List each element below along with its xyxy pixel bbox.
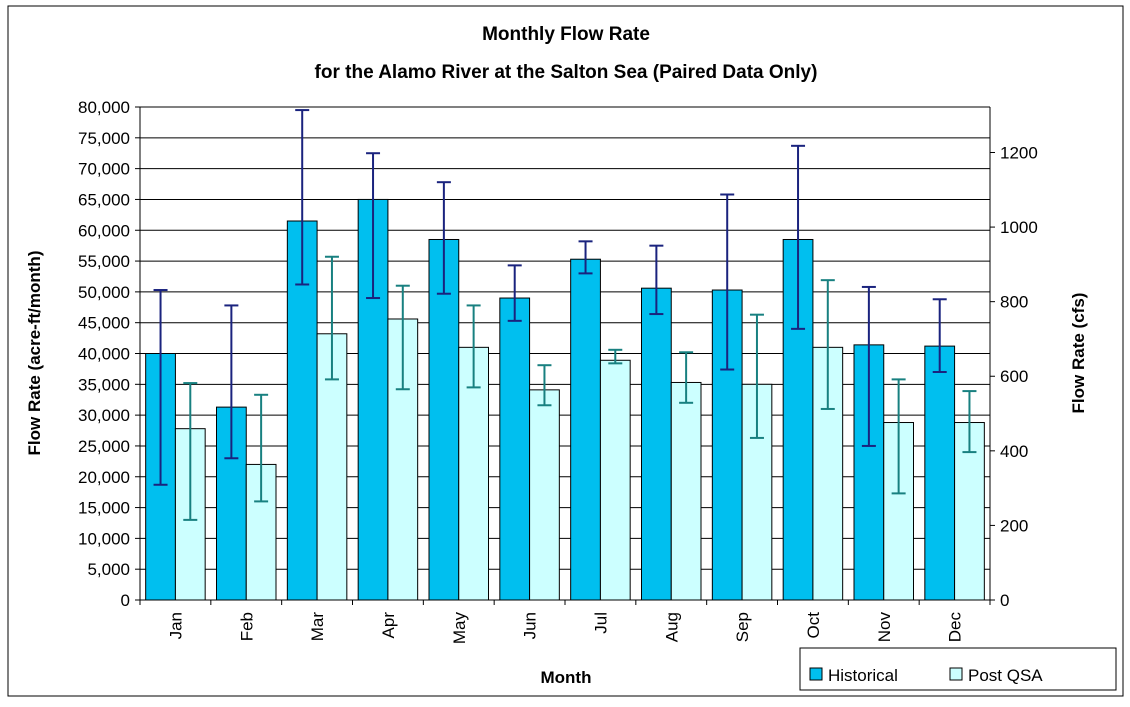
y-tick-label: 80,000 — [78, 98, 130, 117]
y-tick-label: 55,000 — [78, 252, 130, 271]
legend: Historical Post QSA — [799, 647, 1117, 691]
chart-subtitle: for the Alamo River at the Salton Sea (P… — [315, 62, 818, 83]
x-axis-label: Month — [541, 668, 592, 687]
x-tick-label-may: May — [450, 612, 469, 645]
bar-post-qsa-jul — [599, 359, 631, 601]
x-tick-label-jun: Jun — [521, 612, 540, 639]
x-tick-label-apr: Apr — [379, 612, 398, 639]
bar-post-qsa-may — [458, 346, 489, 601]
y-tick-label: 30,000 — [78, 406, 130, 425]
legend-swatch-post-qsa — [949, 667, 963, 681]
y-tick-label: 5,000 — [87, 560, 130, 579]
y-tick-label: 35,000 — [78, 375, 130, 394]
legend-label-historical: Historical — [828, 666, 898, 685]
y-tick-label: 15,000 — [78, 499, 130, 518]
x-tick-label-mar: Mar — [308, 612, 327, 642]
error-bars — [153, 109, 977, 521]
x-tick-label-oct: Oct — [804, 612, 823, 639]
y2-tick-label: 1000 — [1000, 218, 1038, 237]
bar-historical-aug — [641, 287, 672, 601]
y-tick-label: 0 — [121, 591, 130, 610]
x-tick-label-dec: Dec — [946, 612, 965, 643]
legend-swatch-historical — [809, 667, 823, 681]
y-tick-label: 50,000 — [78, 283, 130, 302]
y-tick-label: 10,000 — [78, 529, 130, 548]
x-tick-label-jul: Jul — [591, 612, 610, 634]
gridlines — [140, 106, 990, 570]
y-tick-label: 70,000 — [78, 160, 130, 179]
x-tick-label-feb: Feb — [237, 612, 256, 641]
y2-tick-label: 1200 — [1000, 143, 1038, 162]
bar-post-qsa-jun — [529, 389, 560, 601]
y2-tick-label: 600 — [1000, 367, 1028, 386]
y2-axis-label: Flow Rate (cfs) — [1069, 293, 1088, 414]
x-tick-label-sep: Sep — [733, 612, 752, 642]
legend-label-post-qsa: Post QSA — [968, 666, 1043, 685]
y2-tick-label: 400 — [1000, 442, 1028, 461]
y2-tick-label: 200 — [1000, 516, 1028, 535]
y2-tick-label: 0 — [1000, 591, 1009, 610]
y-tick-label: 75,000 — [78, 129, 130, 148]
bar-historical-may — [428, 238, 460, 601]
y-tick-label: 45,000 — [78, 314, 130, 333]
bar-historical-jul — [570, 258, 601, 601]
y-tick-label: 25,000 — [78, 437, 130, 456]
bar-historical-dec — [924, 345, 956, 601]
bar-historical-jun — [499, 297, 531, 601]
y-axis-label: Flow Rate (acre-ft/month) — [25, 251, 44, 456]
y-tick-label: 20,000 — [78, 468, 130, 487]
x-tick-label-aug: Aug — [662, 612, 681, 642]
bar-post-qsa-aug — [670, 381, 702, 601]
x-tick-label-jan: Jan — [166, 612, 185, 639]
y-tick-label: 60,000 — [78, 221, 130, 240]
y2-tick-label: 800 — [1000, 293, 1028, 312]
chart-title: Monthly Flow Rate — [482, 24, 650, 45]
y-tick-label: 40,000 — [78, 345, 130, 364]
axes: 0 5,000 10,000 15,000 20,000 25,000 30,000 35,0… — [78, 98, 1038, 644]
y-tick-label: 65,000 — [78, 190, 130, 209]
x-tick-label-nov: Nov — [875, 612, 894, 643]
